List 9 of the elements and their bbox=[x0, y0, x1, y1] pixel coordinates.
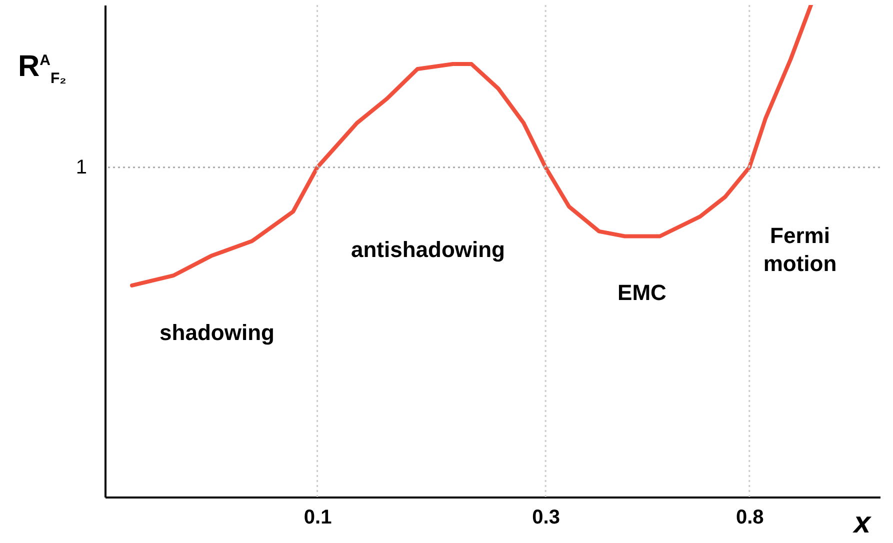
x-axis-title: x bbox=[852, 506, 872, 540]
annotation: antishadowing bbox=[351, 236, 505, 264]
x-tick-label: 0.8 bbox=[736, 506, 764, 528]
x-tick-label: 0.3 bbox=[532, 506, 560, 528]
x-tick-label: 0.1 bbox=[304, 506, 332, 528]
ref-line-label: 1 bbox=[76, 156, 87, 178]
annotation: EMC bbox=[618, 279, 666, 307]
annotation: Fermi motion bbox=[763, 222, 837, 278]
annotation: shadowing bbox=[160, 319, 274, 347]
